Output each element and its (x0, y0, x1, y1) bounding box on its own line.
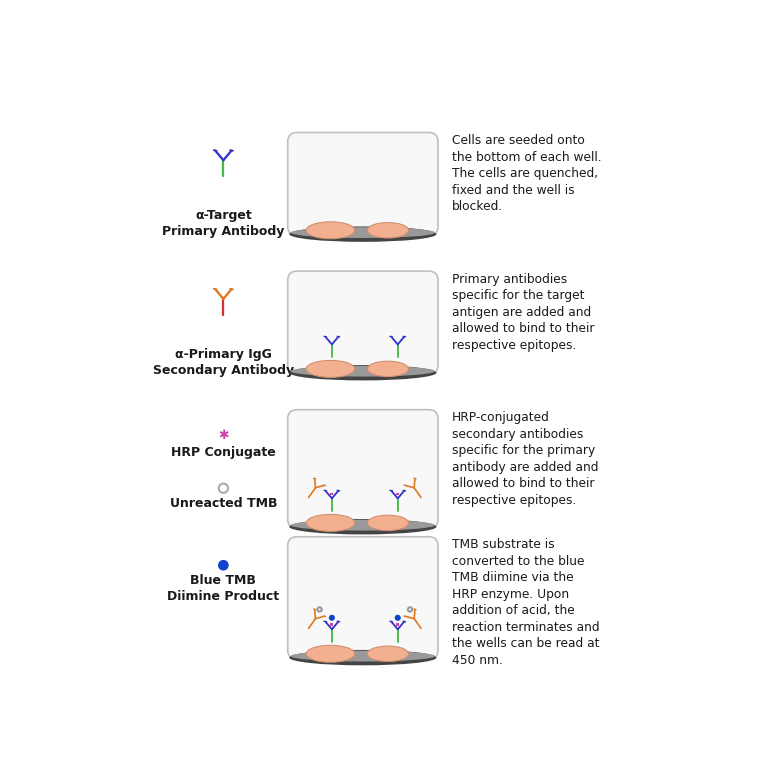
Ellipse shape (290, 226, 436, 242)
Circle shape (396, 616, 400, 620)
Bar (331, 493, 333, 495)
Ellipse shape (290, 519, 436, 535)
Circle shape (219, 484, 228, 493)
Ellipse shape (290, 650, 436, 665)
Text: Blue TMB
Diimine Product: Blue TMB Diimine Product (167, 575, 280, 604)
Bar (290, 519, 435, 526)
Ellipse shape (367, 515, 409, 530)
Ellipse shape (291, 366, 435, 377)
Text: Primary antibodies
specific for the target
antigen are added and
allowed to bind: Primary antibodies specific for the targ… (452, 273, 594, 351)
Ellipse shape (367, 361, 409, 377)
Circle shape (408, 607, 412, 611)
Ellipse shape (367, 646, 409, 662)
Circle shape (318, 607, 322, 611)
FancyBboxPatch shape (288, 410, 438, 528)
Circle shape (329, 616, 334, 620)
Ellipse shape (291, 651, 435, 662)
Ellipse shape (290, 365, 436, 380)
Ellipse shape (306, 646, 354, 662)
Text: α-Primary IgG
Secondary Antibody: α-Primary IgG Secondary Antibody (153, 348, 294, 377)
Ellipse shape (291, 227, 435, 238)
FancyBboxPatch shape (288, 537, 438, 659)
FancyBboxPatch shape (288, 271, 438, 374)
Text: HRP-conjugated
secondary antibodies
specific for the primary
antibody are added : HRP-conjugated secondary antibodies spec… (452, 411, 598, 507)
Bar (397, 493, 399, 495)
Ellipse shape (306, 222, 354, 238)
Text: Cells are seeded onto
the bottom of each well.
The cells are quenched,
fixed and: Cells are seeded onto the bottom of each… (452, 134, 601, 213)
Ellipse shape (291, 520, 435, 530)
Bar (397, 623, 399, 626)
FancyBboxPatch shape (288, 132, 438, 235)
Text: ✱: ✱ (219, 429, 228, 442)
Circle shape (219, 561, 228, 570)
Bar (290, 650, 435, 658)
Text: Unreacted TMB: Unreacted TMB (170, 497, 277, 510)
Bar (290, 365, 435, 373)
Ellipse shape (367, 222, 409, 238)
Text: α-Target
Primary Antibody: α-Target Primary Antibody (162, 209, 284, 238)
Bar (331, 623, 333, 626)
Bar (290, 226, 435, 234)
Text: HRP Conjugate: HRP Conjugate (171, 446, 276, 459)
Text: TMB substrate is
converted to the blue
TMB diimine via the
HRP enzyme. Upon
addi: TMB substrate is converted to the blue T… (452, 539, 600, 667)
Ellipse shape (306, 514, 354, 531)
Ellipse shape (306, 361, 354, 377)
